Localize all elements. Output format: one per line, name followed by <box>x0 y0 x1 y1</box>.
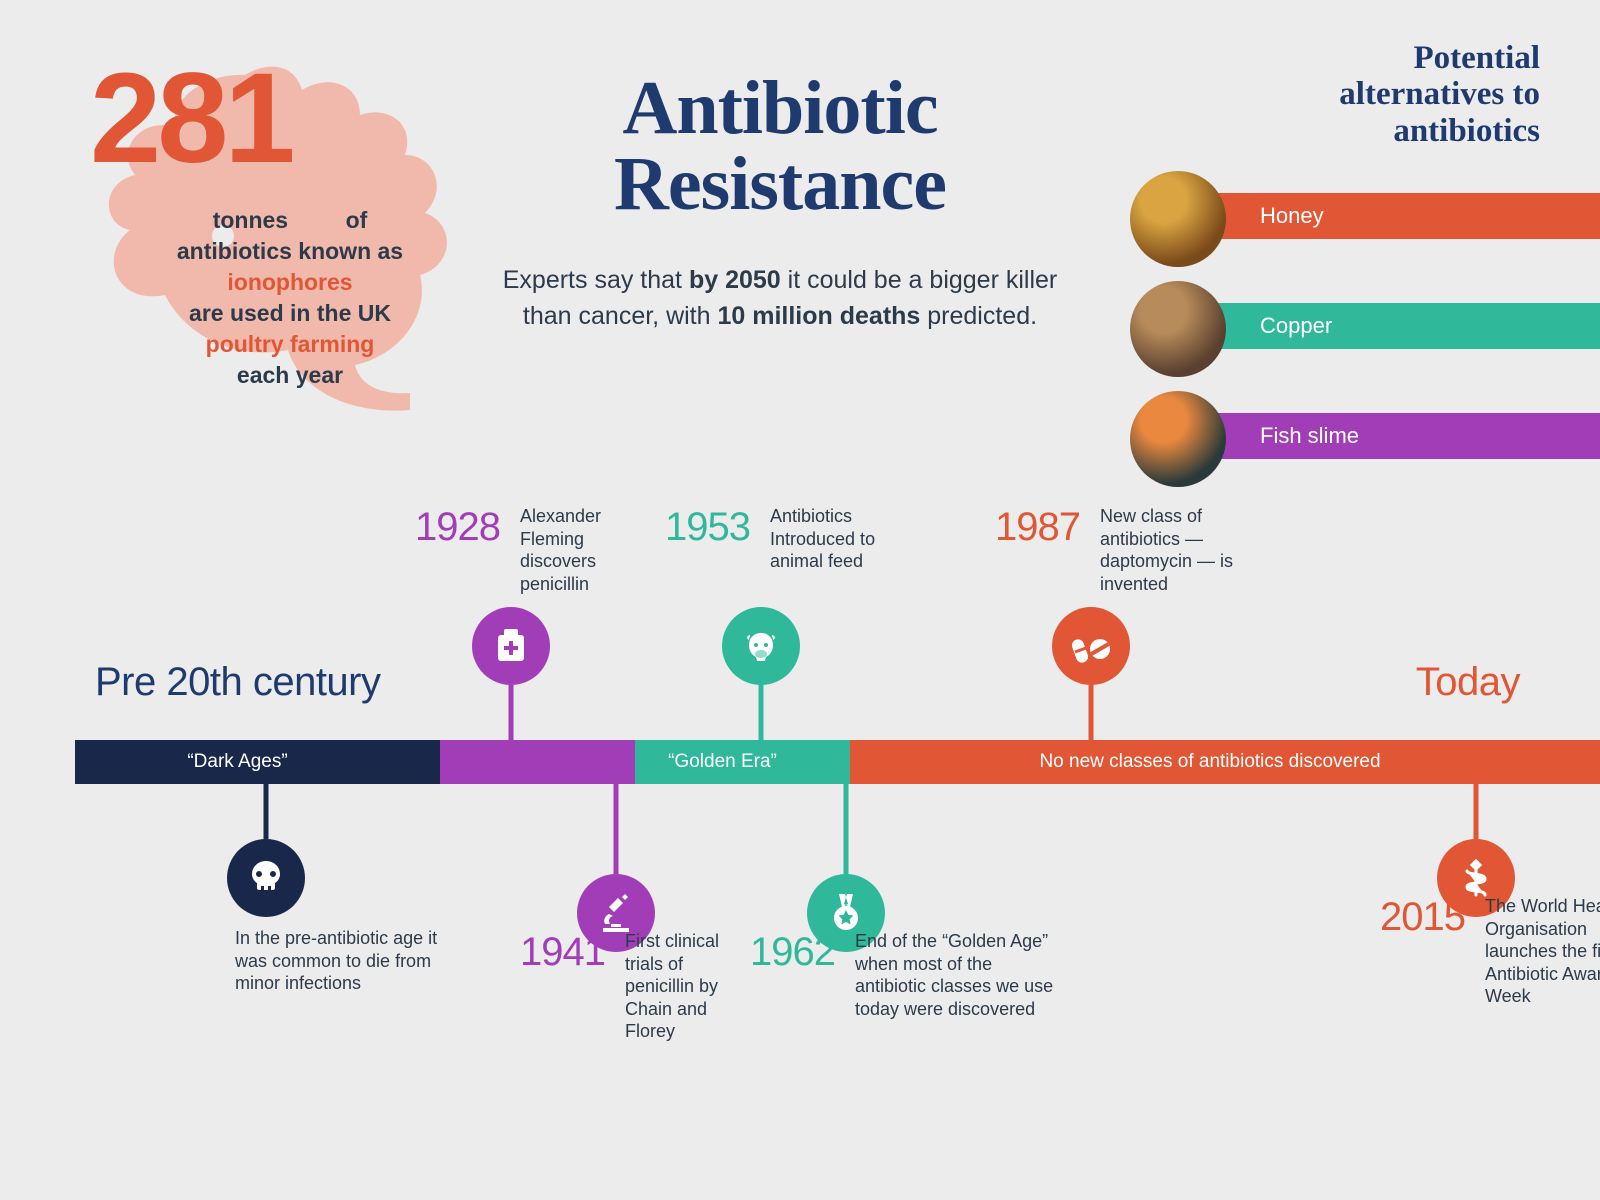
alternative-bar: Copper <box>1190 303 1600 349</box>
timeline-stem <box>759 685 764 740</box>
page-title: AntibioticResistance <box>500 70 1060 222</box>
alternative-bar: Honey <box>1190 193 1600 239</box>
timeline-text: In the pre-antibiotic age it was common … <box>235 927 445 995</box>
page-subtitle: Experts say that by 2050 it could be a b… <box>500 262 1060 335</box>
timeline-event-icon <box>472 607 550 685</box>
timeline-year: 1941 <box>520 930 605 975</box>
timeline-segment-label: “Golden Era” <box>635 740 810 784</box>
timeline-text: First clinical trials of penicillin by C… <box>625 930 755 1043</box>
timeline-year: 1962 <box>750 930 835 975</box>
timeline-text: Antibiotics Introduced to animal feed <box>770 505 900 573</box>
timeline: Pre 20th century Today “Dark Ages” “Golde… <box>0 650 1600 1150</box>
timeline-segment-label: No new classes of antibiotics discovered <box>850 740 1570 784</box>
timeline-segment: No new classes of antibiotics discovered <box>850 740 1600 784</box>
alternative-image-icon <box>1130 281 1226 377</box>
timeline-year: 2015 <box>1380 895 1465 940</box>
timeline-stem <box>1474 784 1479 839</box>
timeline-event-icon <box>722 607 800 685</box>
timeline-event: In the pre-antibiotic age it was common … <box>265 650 267 1050</box>
timeline-year: 1953 <box>665 505 750 550</box>
timeline-year: 1928 <box>415 505 500 550</box>
timeline-segment-label: “Dark Ages” <box>75 740 400 784</box>
timeline-stem <box>614 784 619 874</box>
alternative-image-icon <box>1130 391 1226 487</box>
timeline-segment: “Golden Era” <box>635 740 850 784</box>
alternative-bar: Fish slime <box>1190 413 1600 459</box>
timeline-text: End of the “Golden Age” when most of the… <box>855 930 1055 1020</box>
timeline-stem <box>1089 685 1094 740</box>
timeline-event: 1953Antibiotics Introduced to animal fee… <box>760 650 762 1050</box>
timeline-today-label: Today <box>1416 660 1520 705</box>
alternative-row: Fish slime <box>1130 391 1600 481</box>
timeline-stem <box>509 685 514 740</box>
title-block: AntibioticResistance Experts say that by… <box>500 70 1060 335</box>
timeline-pre-label: Pre 20th century <box>95 660 381 705</box>
timeline-event: 1928Alexander Fleming discovers penicill… <box>510 650 512 1050</box>
timeline-event-icon <box>1052 607 1130 685</box>
timeline-segment <box>440 740 635 784</box>
timeline-stem <box>264 784 269 839</box>
timeline-event: 1941First clinical trials of penicillin … <box>615 650 617 1050</box>
alternatives-block: Potential alternatives to antibiotics Ho… <box>1130 40 1600 501</box>
timeline-event: 1962End of the “Golden Age” when most of… <box>845 650 847 1050</box>
stat-number: 281 <box>90 45 292 192</box>
alternative-image-icon <box>1130 171 1226 267</box>
poultry-stat-block: 281 tonnes of antibiotics known as ionop… <box>70 55 490 415</box>
stat-copy: tonnes of antibiotics known as ionophore… <box>160 205 420 391</box>
alternatives-title: Potential alternatives to antibiotics <box>1130 40 1540 149</box>
timeline-event-icon <box>227 839 305 917</box>
timeline-segment-label <box>440 740 595 784</box>
alternative-row: Copper <box>1130 281 1600 371</box>
alternative-row: Honey <box>1130 171 1600 261</box>
timeline-year: 1987 <box>995 505 1080 550</box>
timeline-stem <box>844 784 849 874</box>
timeline-text: New class of antibiotics — daptomycin — … <box>1100 505 1250 595</box>
timeline-bar: “Dark Ages” “Golden Era” No new classes of… <box>75 740 1600 784</box>
timeline-text: Alexander Fleming discovers penicillin <box>520 505 650 595</box>
timeline-segment: “Dark Ages” <box>75 740 440 784</box>
timeline-event: 2015The World Health Organisation launch… <box>1475 650 1477 1050</box>
timeline-event: 1987New class of antibiotics — daptomyci… <box>1090 650 1092 1050</box>
timeline-text: The World Health Organisation launches t… <box>1485 895 1600 1008</box>
